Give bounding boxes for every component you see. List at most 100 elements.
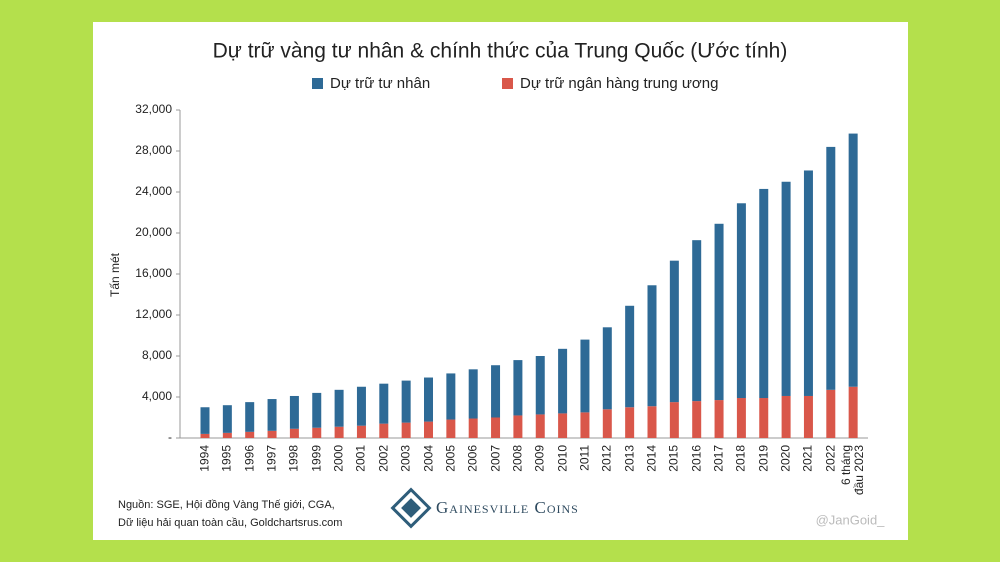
x-tick-label: 2008 [510, 445, 525, 472]
bar-segment [468, 369, 478, 419]
bar-segment [625, 305, 635, 408]
bar-segment [513, 360, 523, 416]
bar-segment [334, 426, 344, 438]
y-axis-label: Tấn mét [108, 252, 122, 297]
y-tick-label: 4,000 [142, 389, 172, 403]
bar-segment [647, 406, 657, 438]
legend-swatch [502, 78, 513, 89]
y-tick-label: 32,000 [135, 102, 172, 116]
bar-segment [692, 401, 702, 438]
x-tick-label: 1999 [309, 445, 324, 472]
bar-segment [401, 422, 411, 438]
bar-segment [401, 380, 411, 423]
bar-segment [334, 389, 344, 427]
bar-segment [781, 181, 791, 396]
x-tick-label: 2012 [599, 445, 614, 472]
bar-segment [558, 413, 568, 438]
watermark: @JanGoid_ [816, 512, 886, 527]
bar-segment [781, 395, 791, 438]
logo-icon [390, 487, 432, 529]
x-tick-label: 2009 [532, 445, 547, 472]
bar-segment [848, 386, 858, 438]
bar-segment [200, 407, 210, 434]
bar-segment [826, 146, 836, 390]
bar-segment [267, 430, 277, 438]
x-tick-label: 2016 [689, 445, 704, 472]
bar-segment [424, 421, 433, 438]
x-tick-label: 2020 [778, 445, 793, 472]
y-tick-label: 28,000 [135, 143, 172, 157]
y-tick-label: 8,000 [142, 348, 172, 362]
bar-segment [669, 260, 679, 403]
bar-segment [580, 412, 590, 438]
bar-segment [446, 373, 456, 420]
bar-segment [312, 392, 322, 428]
bar-segment [289, 395, 299, 429]
bar-segment [580, 339, 590, 413]
bar-segment [714, 223, 724, 401]
bar-segment [826, 389, 836, 438]
bar-segment [848, 133, 858, 387]
bar-segment [222, 432, 232, 438]
x-tick-label: 2006 [465, 445, 480, 472]
bar-segment [736, 203, 746, 399]
y-tick-label: 20,000 [135, 225, 172, 239]
x-tick-label: 2007 [488, 445, 503, 472]
bar-segment [356, 386, 366, 426]
bar-segment [803, 170, 813, 396]
bar-segment [647, 285, 657, 407]
x-tick-label: 2011 [577, 445, 592, 471]
bar-segment [602, 327, 612, 410]
x-tick-label: 1996 [242, 445, 257, 472]
bar-segment [803, 395, 813, 438]
source-line: Dữ liệu hải quan toàn cầu, Goldchartsrus… [118, 517, 342, 529]
x-tick-label: 2018 [733, 445, 748, 472]
x-tick-label: 2002 [376, 445, 391, 472]
x-tick-label: 2013 [622, 445, 637, 472]
bar-segment [468, 418, 478, 438]
x-tick-label: 2019 [756, 445, 771, 472]
bar-segment [356, 425, 366, 438]
y-tick-label: 12,000 [135, 307, 172, 321]
bar-segment [759, 398, 769, 438]
x-tick-label: 2021 [800, 445, 815, 472]
legend-label: Dự trữ tư nhân [330, 75, 430, 92]
bar-segment [424, 377, 433, 422]
bar-segment [222, 405, 232, 433]
bar-segment [200, 433, 210, 438]
bar-segment [602, 409, 612, 438]
bar-segment [245, 431, 255, 438]
x-tick-label: 1994 [197, 445, 212, 472]
logo-text: Gainesville Coins [436, 498, 579, 517]
legend-swatch [312, 78, 323, 89]
x-tick-label: 2010 [555, 445, 570, 472]
bar-segment [446, 419, 456, 438]
bar-segment [491, 417, 501, 438]
bar-segment [558, 348, 568, 414]
bar-segment [692, 240, 702, 402]
x-tick-label: 2017 [711, 445, 726, 472]
x-tick-label: 2015 [666, 445, 681, 472]
x-tick-label: 2003 [398, 445, 413, 472]
chart-title: Dự trữ vàng tư nhân & chính thức của Tru… [213, 40, 788, 63]
x-tick-label: 1997 [264, 445, 279, 472]
x-tick-label: 1998 [286, 445, 301, 472]
bar-segment [535, 356, 545, 415]
bar-segment [379, 423, 389, 438]
x-tick-label: 1995 [219, 445, 234, 472]
bar-segment [535, 414, 545, 438]
bar-segment [669, 402, 679, 438]
bar-segment [714, 400, 724, 438]
bar-segment [759, 188, 769, 399]
x-tick-label: 2001 [353, 445, 368, 472]
bar-segment [491, 365, 501, 418]
bar-segment [379, 383, 389, 424]
bar-segment [736, 398, 746, 438]
bar-segment [289, 428, 299, 438]
y-tick-label: - [168, 430, 172, 444]
x-tick-label: 2000 [331, 445, 346, 472]
bar-segment [245, 402, 255, 432]
y-tick-label: 16,000 [135, 266, 172, 280]
